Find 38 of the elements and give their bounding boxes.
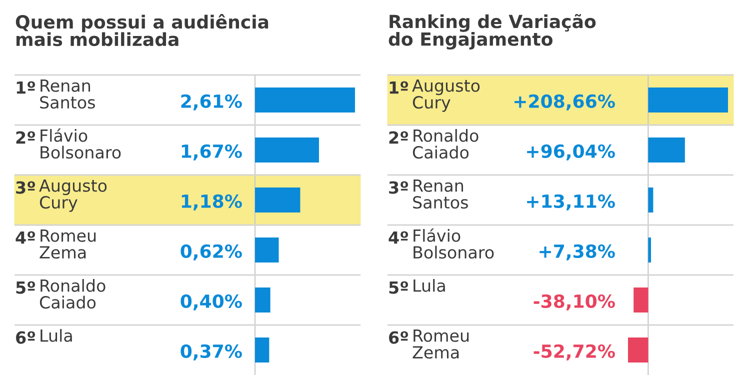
y-tick-label: 2º Ronaldo Caiado — [389, 129, 478, 159]
bar — [628, 338, 648, 362]
bar — [255, 238, 279, 262]
data-label: 0,37% — [180, 344, 242, 360]
bar — [634, 288, 648, 312]
bar — [255, 188, 300, 212]
data-label: 1,18% — [182, 194, 242, 210]
y-tick-label: 1º Augusto Cury — [390, 80, 480, 112]
data-label: +7,38% — [540, 244, 615, 260]
y-tick-label: 4º Romeu Zema — [16, 230, 96, 259]
data-label: 1,67% — [182, 144, 242, 160]
data-label: -52,72% — [534, 344, 615, 360]
data-label: 2,61% — [181, 94, 242, 110]
bar — [648, 88, 728, 112]
y-tick-label: 3º Renan Santos — [389, 180, 468, 209]
y-tick-label: 3º Augusto Cury — [16, 180, 107, 212]
y-tick-label: 2º Flávio Bolsonaro — [16, 128, 121, 159]
data-label: 0,62% — [180, 244, 242, 260]
chart-title: Ranking de Variação do Engajamento — [388, 14, 596, 50]
bar — [255, 338, 270, 362]
y-tick-label: 5º Lula — [389, 279, 445, 294]
bar — [648, 238, 651, 262]
y-tick-label: 4º Flávio Bolsonaro — [388, 228, 494, 259]
data-label: +208,66% — [514, 94, 615, 110]
y-tick-label: 6º Lula — [16, 329, 72, 344]
data-label: 0,40% — [180, 294, 242, 310]
data-label: -38,10% — [534, 294, 615, 310]
y-tick-label: 5º Ronaldo Caiado — [16, 279, 106, 309]
bar — [648, 138, 685, 162]
bar — [255, 288, 270, 312]
bar — [255, 88, 355, 112]
data-label: +13,11% — [527, 194, 615, 210]
chart-title: Quem possui a audiência mais mobilizada — [16, 14, 268, 46]
y-tick-label: 1º Renan Santos — [16, 80, 95, 109]
bar — [255, 138, 319, 162]
data-label: +96,04% — [527, 144, 615, 160]
y-tick-label: 6º Romeu Zema — [389, 330, 469, 359]
bar — [648, 188, 654, 212]
